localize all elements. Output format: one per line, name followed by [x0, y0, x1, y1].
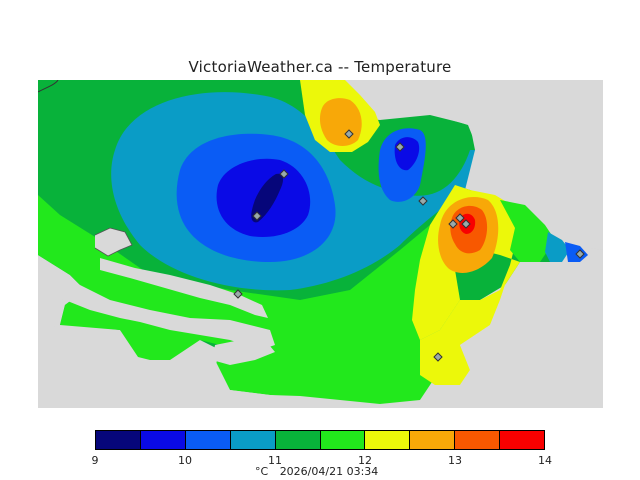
legend-swatch	[230, 431, 276, 449]
map-area	[38, 80, 603, 408]
diamond-icon[interactable]	[418, 196, 428, 206]
water-bay-south	[212, 340, 275, 365]
water-inlet	[95, 228, 132, 256]
water-south-east	[460, 260, 603, 408]
diamond-icon[interactable]	[252, 211, 262, 221]
water-strait	[38, 258, 275, 350]
diamond-icon[interactable]	[448, 219, 458, 229]
coastline-northwest	[38, 80, 59, 93]
legend-tick-label: 13	[448, 454, 462, 467]
diamond-icon[interactable]	[233, 289, 243, 299]
map-title: VictoriaWeather.ca -- Temperature	[188, 58, 452, 76]
legend-swatch	[185, 431, 231, 449]
legend-tick-label: 10	[178, 454, 192, 467]
color-legend-bar	[95, 430, 545, 450]
contour-band-9-5	[251, 173, 284, 223]
contour-band-east-tip-green	[500, 200, 555, 262]
legend-swatch	[140, 431, 186, 449]
unit-label: °C	[255, 465, 269, 478]
contour-band-13-0-north	[319, 98, 362, 146]
water-south	[38, 325, 330, 408]
legend-swatch	[500, 431, 545, 449]
legend-tick-label: 11	[268, 454, 282, 467]
legend-swatch	[275, 431, 321, 449]
legend-swatch	[320, 431, 366, 449]
diamond-icon[interactable]	[461, 219, 471, 229]
timestamp: 2026/04/21 03:34	[279, 465, 379, 478]
contour-band-12-5-body	[412, 185, 470, 340]
diamond-icon[interactable]	[575, 249, 585, 259]
legend-tick-label: 12	[358, 454, 372, 467]
legend-swatch	[96, 431, 141, 449]
water-channel	[100, 258, 268, 318]
contour-band-east-tip-blue	[565, 242, 588, 262]
legend-swatch	[410, 431, 456, 449]
legend-tick-label: 14	[538, 454, 552, 467]
legend-tick-label: 9	[91, 454, 99, 467]
station-markers	[233, 129, 585, 362]
water-north	[430, 80, 603, 250]
legend-swatch	[365, 431, 411, 449]
diamond-icon[interactable]	[279, 169, 289, 179]
diamond-icon[interactable]	[395, 142, 405, 152]
coastline-inlet	[94, 227, 133, 257]
diamond-icon[interactable]	[433, 352, 443, 362]
color-legend-ticks: 9 10 11 12 13 14	[91, 454, 553, 468]
diamond-icon[interactable]	[455, 213, 465, 223]
legend-swatch	[455, 431, 501, 449]
diamond-icon[interactable]	[344, 129, 354, 139]
contour-band-east-tip-teal	[545, 232, 570, 262]
legend-footer: °C 2026/04/21 03:34	[255, 465, 386, 478]
